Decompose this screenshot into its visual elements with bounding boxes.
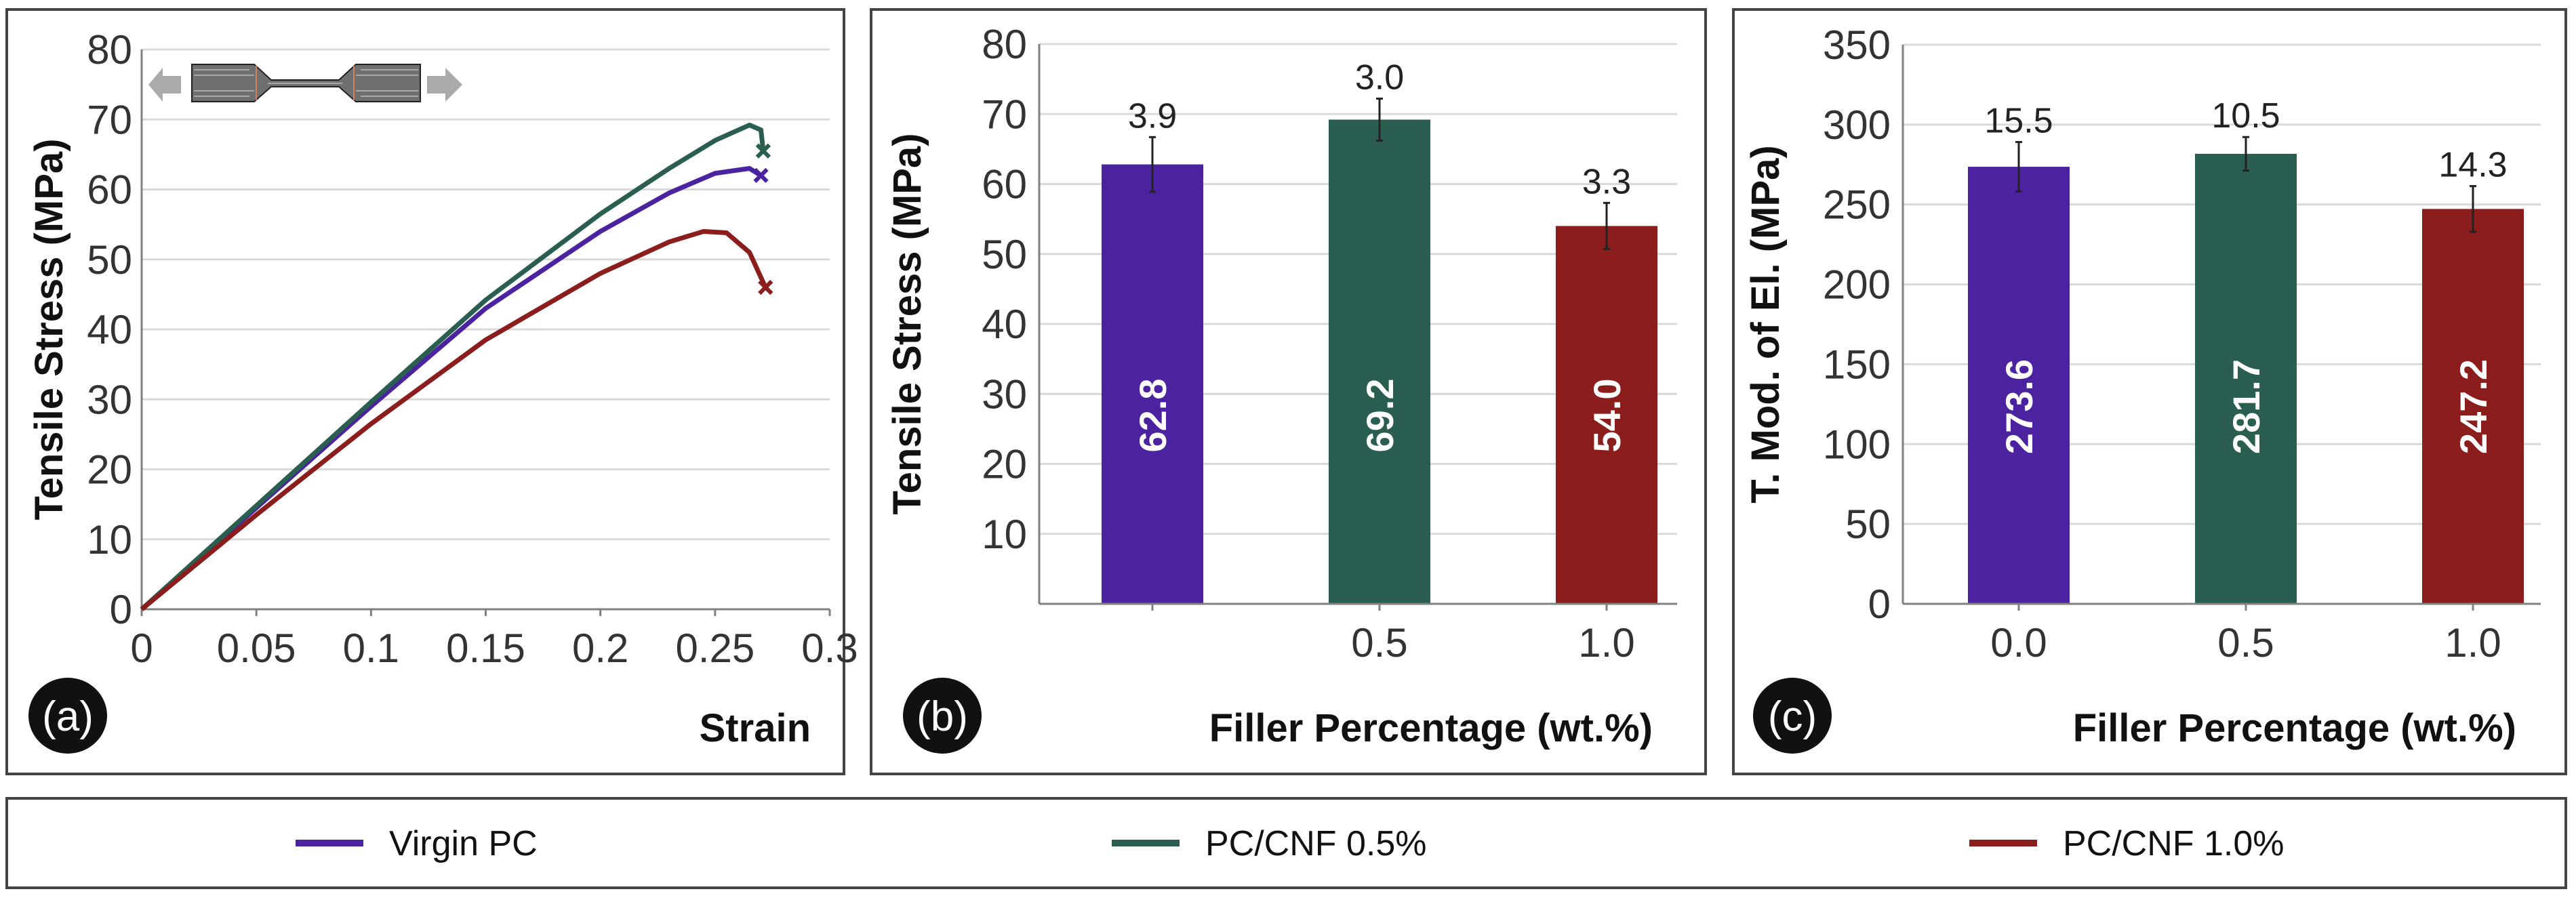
x-tick-label: 0.1 [343, 626, 399, 671]
y-tick-label: 50 [982, 232, 1027, 277]
x-tick-label: 0.5 [2217, 620, 2274, 666]
legend-frame [5, 797, 2567, 889]
y-tick-label: 100 [1823, 422, 1891, 467]
y-tick-label: 40 [982, 302, 1027, 347]
break-marker [753, 167, 769, 183]
bar-value-label: 247.2 [2452, 359, 2495, 454]
x-tick-label: 0.25 [675, 626, 754, 671]
panel-a-line-chart: 0 10 20 30 40 50 60 70 80 0 0.05 0.1 0.15 0.2 0.25 0.3 T… [27, 27, 858, 754]
legend: Virgin PC PC/CNF 0.5% PC/CNF 1.0% [296, 824, 2285, 863]
panel-label: (c) [1768, 693, 1817, 740]
panel-label-badge [1753, 678, 1832, 754]
x-tick-label: 1.0 [2444, 620, 2501, 666]
y-axis-title: Tensile Stress (MPa) [885, 133, 929, 514]
bar [1102, 164, 1203, 605]
panel-a-frame [5, 8, 845, 775]
y-tick-label: 200 [1823, 262, 1891, 308]
bar-value-label: 281.7 [2225, 359, 2268, 454]
error-label: 3.0 [1355, 58, 1404, 98]
y-tick-label: 10 [982, 512, 1027, 557]
x-axis-title: Strain [700, 706, 811, 750]
bar-value-label: 54.0 [1586, 379, 1628, 453]
legend-label: PC/CNF 0.5% [1205, 824, 1427, 863]
panel-label-badge [28, 678, 107, 754]
error-label: 15.5 [1984, 102, 2053, 141]
y-tick-label: 70 [87, 97, 132, 142]
error-label: 10.5 [2211, 96, 2280, 136]
panel-label: (a) [42, 693, 94, 740]
y-tick-label: 0 [110, 587, 132, 632]
x-tick-label: 0.15 [446, 626, 525, 671]
x-tick-label: 0 [130, 626, 153, 671]
x-axis-title: Filler Percentage (wt.%) [2073, 706, 2516, 750]
y-axis-title: Tensile Stress (MPa) [27, 138, 71, 520]
y-tick-label: 30 [87, 377, 132, 422]
x-tick-label: 1.0 [1578, 620, 1634, 666]
y-tick-label: 10 [87, 517, 132, 562]
error-label: 14.3 [2438, 146, 2507, 185]
y-tick-label: 30 [982, 371, 1027, 417]
y-tick-label: 50 [1845, 502, 1891, 547]
y-tick-label: 300 [1823, 102, 1891, 148]
legend-label: PC/CNF 1.0% [2063, 824, 2285, 863]
y-tick-label: 60 [87, 167, 132, 213]
y-tick-label: 350 [1823, 22, 1891, 68]
dogbone-specimen-icon [148, 64, 462, 102]
y-tick-label: 20 [982, 442, 1027, 487]
bar-value-label: 62.8 [1131, 379, 1174, 453]
panel-label: (b) [917, 693, 968, 740]
panel-label-badge [903, 678, 982, 754]
break-marker [758, 279, 773, 295]
y-tick-label: 250 [1823, 182, 1891, 228]
x-tick-label: 0.0 [1990, 620, 2047, 666]
y-tick-label: 60 [982, 162, 1027, 207]
series-line-pc-cnf-1-0- [140, 228, 768, 611]
x-tick-label: 0.05 [217, 626, 296, 671]
panel-c-bar-chart: 0 50 100 150 200 250 300 350 15.5 273.6 0.0 10.5 281… [1744, 22, 2541, 754]
bar [1329, 119, 1430, 604]
bar-value-label: 69.2 [1359, 379, 1401, 453]
bar-value-label: 273.6 [1998, 359, 2040, 454]
x-axis-title: Filler Percentage (wt.%) [1209, 706, 1653, 750]
panel-b-bar-chart: 10 20 30 40 50 60 70 80 3.9 62.8 3.0 69.2 0.5 3.3 54.0… [885, 22, 1677, 754]
legend-label: Virgin PC [389, 824, 538, 863]
bar [2195, 153, 2297, 604]
y-axis-title: T. Mod. of El. (MPa) [1744, 145, 1788, 503]
series-line-pc-cnf-0-5- [140, 123, 766, 611]
y-tick-label: 70 [982, 91, 1027, 137]
bar [1556, 226, 1657, 604]
y-tick-label: 80 [982, 22, 1027, 67]
y-tick-label: 0 [1868, 581, 1891, 627]
bar [1968, 167, 2070, 605]
x-tick-label: 0.2 [572, 626, 628, 671]
error-label: 3.3 [1582, 162, 1631, 201]
y-tick-label: 50 [87, 237, 132, 283]
y-tick-label: 150 [1823, 342, 1891, 387]
break-marker [755, 143, 771, 159]
x-tick-label: 0.5 [1351, 620, 1407, 666]
error-label: 3.9 [1128, 96, 1177, 136]
y-tick-label: 20 [87, 447, 132, 493]
x-tick-label: 0.3 [801, 626, 858, 671]
y-tick-label: 80 [87, 27, 132, 73]
bar [2422, 209, 2524, 604]
y-tick-label: 40 [87, 307, 132, 352]
